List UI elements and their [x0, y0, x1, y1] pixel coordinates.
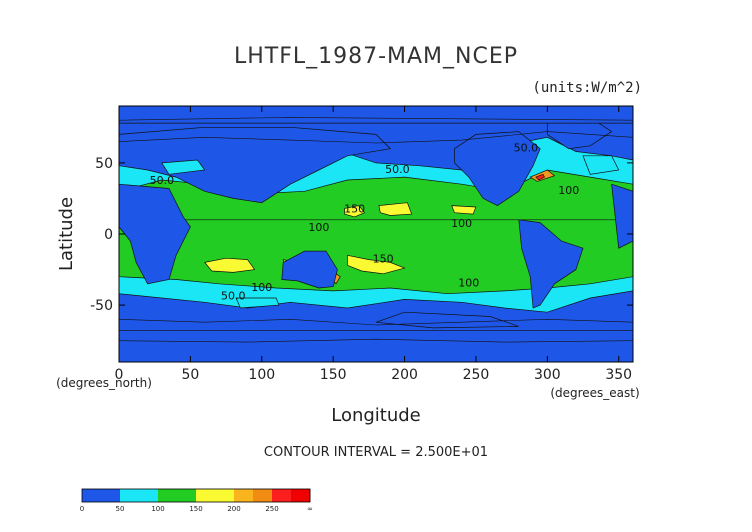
contour-label: 150 [373, 252, 394, 265]
arctic-ocean [119, 106, 633, 124]
y-tick-label: 0 [104, 227, 113, 243]
contour-label: 100 [451, 217, 472, 230]
x-tick-label: 200 [391, 367, 418, 383]
band-150-200-4 [204, 257, 256, 273]
land-australia [281, 250, 338, 289]
y-tick-label: -50 [90, 298, 113, 314]
contour-label: 100 [251, 281, 272, 294]
x-tick-label: 50 [181, 367, 199, 383]
colorbar-segment [234, 489, 254, 502]
contour-label: 150 [344, 203, 365, 216]
patch-cyan-1 [582, 155, 620, 175]
band-150-200-1 [344, 205, 366, 218]
colorbar-tick-label: 200 [227, 505, 240, 513]
contour-label: 100 [458, 277, 479, 290]
y-tick-label: 50 [95, 156, 113, 172]
contour-interval-label: CONTOUR INTERVAL = 2.500E+01 [263, 445, 489, 460]
contour-line [119, 338, 633, 343]
contour-label: 100 [558, 184, 579, 197]
colorbar-segment [82, 489, 102, 502]
band-150-200-5 [347, 254, 406, 275]
band-gt250-1 [535, 173, 545, 181]
colorbar-segment [139, 489, 159, 502]
chart-title: LHTFL_1987-MAM_NCEP [233, 44, 519, 69]
x-tick-label: 100 [248, 367, 275, 383]
contour-line [119, 131, 633, 144]
x-tick-label: 350 [605, 367, 632, 383]
x-tick-label: 150 [320, 367, 347, 383]
colorbar-segment [120, 489, 140, 502]
land-north-america [454, 131, 541, 207]
colorbar-tick-label: 100 [151, 505, 164, 513]
land-eurasia [119, 126, 392, 204]
colorbar-tick-label: ∞ [307, 505, 313, 513]
colorbar-frame [81, 488, 311, 503]
x-tick-label: 250 [463, 367, 490, 383]
colorbar-segment [215, 489, 235, 502]
contour-label: 50.0 [514, 142, 539, 155]
colorbar-tick-label: 50 [116, 505, 125, 513]
contour-line [119, 318, 633, 326]
contour-label: 100 [308, 221, 329, 234]
band-150-200-3 [451, 205, 477, 215]
colorbar-segment [253, 489, 273, 502]
colorbar-tick-label: 150 [189, 505, 202, 513]
x-axis-label: Longitude [331, 405, 421, 426]
y-axis-label: Latitude [56, 197, 77, 271]
contour-label: 50.0 [150, 174, 175, 187]
land-africa [611, 183, 633, 249]
band-150-200-2 [378, 202, 413, 216]
colorbar-segment [158, 489, 178, 502]
contour-line [119, 117, 633, 121]
x-tick-label: 0 [115, 367, 124, 383]
colorbar-tick-label: 0 [80, 505, 84, 513]
colorbar-segment [101, 489, 121, 502]
land-antarctica [119, 330, 633, 362]
contour-label: 50.0 [385, 163, 410, 176]
contour-label: 50.0 [221, 289, 246, 302]
y-unit-label: (degrees_north) [56, 376, 152, 390]
land-south-america [518, 219, 584, 309]
patch-cyan-2 [235, 297, 280, 309]
x-unit-label: (degrees_east) [550, 386, 639, 400]
colorbar-segment [291, 489, 311, 502]
patch-cyan-3 [161, 159, 206, 175]
x-tick-label: 300 [534, 367, 561, 383]
colorbar-tick-label: 250 [265, 505, 278, 513]
units-label: (units:W/m^2) [532, 80, 642, 96]
colorbar-segment [272, 489, 292, 502]
colorbar-segment [196, 489, 216, 502]
land-africa-west [119, 183, 191, 285]
colorbar-segment [177, 489, 197, 502]
band-100-150-tropics [119, 219, 633, 295]
